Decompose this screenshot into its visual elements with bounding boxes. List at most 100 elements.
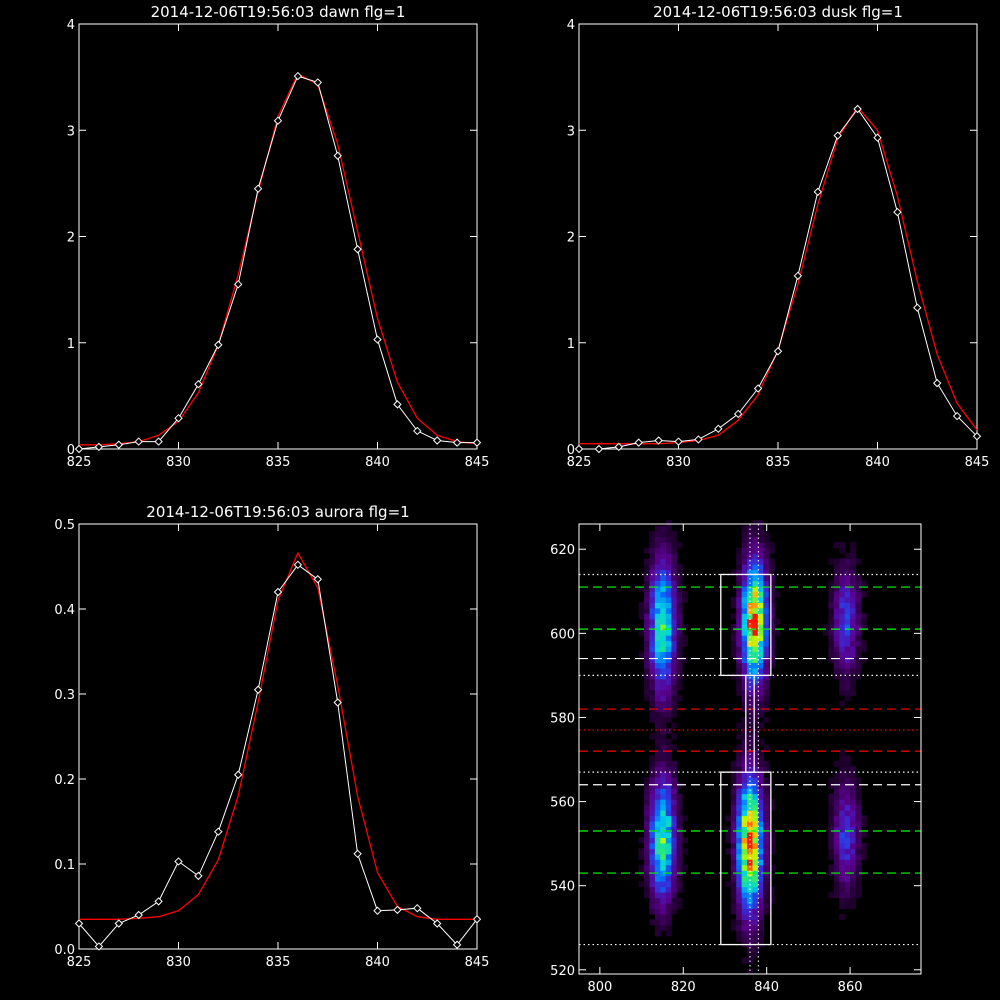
heat-cell	[660, 853, 667, 860]
heat-cell	[676, 853, 683, 860]
x-tick-label: 840	[365, 455, 390, 470]
heat-cell	[660, 831, 667, 838]
data-point	[773, 347, 783, 356]
heat-cell	[660, 662, 667, 669]
heat-cell	[855, 810, 862, 817]
heat-cell	[741, 558, 748, 565]
heat-cell	[839, 820, 846, 827]
heat-cell	[665, 662, 672, 669]
heat-cell	[649, 859, 656, 866]
heat-cell	[768, 635, 775, 642]
y-tick-label: 0	[567, 443, 575, 458]
heat-cell	[660, 602, 667, 609]
x-tick-label: 835	[766, 455, 791, 470]
heat-cell	[768, 596, 775, 603]
heat-cell	[855, 651, 862, 658]
heat-cell	[665, 667, 672, 674]
heat-cell	[649, 837, 656, 844]
heat-cell	[839, 804, 846, 811]
heat-cell	[730, 782, 737, 789]
heat-cell	[649, 771, 656, 778]
heat-cell	[844, 799, 851, 806]
heat-cell	[741, 826, 748, 833]
heat-cell	[850, 558, 857, 565]
heat-cell	[671, 542, 678, 549]
heat-cell	[752, 946, 759, 953]
heat-cell	[833, 793, 840, 800]
heat-cell	[676, 635, 683, 642]
heat-cell	[671, 793, 678, 800]
heat-cell	[736, 788, 743, 795]
heat-cell	[839, 848, 846, 855]
heat-cell	[844, 624, 851, 631]
heat-cell	[671, 744, 678, 751]
heat-cell	[665, 569, 672, 576]
heat-cell	[833, 771, 840, 778]
heat-cell	[833, 629, 840, 636]
heat-cell	[671, 820, 678, 827]
heat-cell	[644, 635, 651, 642]
heat-cell	[736, 580, 743, 587]
heat-cell	[747, 902, 754, 909]
heat-cell	[833, 837, 840, 844]
heat-cell	[736, 793, 743, 800]
heat-cell	[752, 859, 759, 866]
heat-cell	[855, 558, 862, 565]
heat-cell	[671, 531, 678, 538]
heat-cell	[660, 591, 667, 598]
heat-cell	[747, 624, 754, 631]
heat-cell	[844, 580, 851, 587]
heat-cell	[855, 596, 862, 603]
heat-cell	[736, 919, 743, 926]
heat-cell	[844, 831, 851, 838]
heat-cell	[676, 820, 683, 827]
heat-cell	[736, 930, 743, 937]
heat-cell	[654, 558, 661, 565]
heat-cell	[747, 574, 754, 581]
heat-cell	[741, 635, 748, 642]
heat-cell	[736, 859, 743, 866]
heat-cell	[660, 886, 667, 893]
heat-cell	[757, 738, 764, 745]
heat-cell	[768, 646, 775, 653]
data-point	[614, 442, 624, 452]
heat-cell	[763, 558, 770, 565]
heat-cell	[665, 596, 672, 603]
heat-cell	[660, 744, 667, 751]
heat-cell	[850, 689, 857, 696]
heat-cell	[649, 662, 656, 669]
heat-cell	[757, 684, 764, 691]
heat-cell	[741, 738, 748, 745]
heat-cell	[757, 924, 764, 931]
heat-cell	[671, 640, 678, 647]
heat-cell	[850, 859, 857, 866]
heat-cell	[839, 853, 846, 860]
heat-cell	[763, 542, 770, 549]
heat-cell	[850, 542, 857, 549]
heat-cell	[833, 820, 840, 827]
heat-cell	[850, 897, 857, 904]
heat-cell	[757, 875, 764, 882]
heat-cell	[844, 602, 851, 609]
data-point	[853, 104, 862, 114]
heat-cell	[833, 881, 840, 888]
heat-cell	[671, 662, 678, 669]
data-point	[594, 444, 604, 454]
heat-cell	[671, 700, 678, 707]
heat-cell	[649, 689, 656, 696]
heat-cell	[763, 640, 770, 647]
heat-cell	[682, 591, 688, 598]
heat-cell	[768, 831, 775, 838]
heat-cell	[839, 837, 846, 844]
heat-cell	[638, 848, 645, 855]
heat-cell	[757, 930, 764, 937]
heat-cell	[644, 864, 651, 871]
data-point	[353, 849, 362, 859]
heat-cell	[665, 525, 672, 532]
heat-cell	[757, 706, 764, 713]
heat-cell	[649, 607, 656, 614]
data-point	[313, 78, 323, 87]
heat-cell	[763, 837, 770, 844]
heat-cell	[855, 640, 862, 647]
heat-cell	[725, 881, 732, 888]
